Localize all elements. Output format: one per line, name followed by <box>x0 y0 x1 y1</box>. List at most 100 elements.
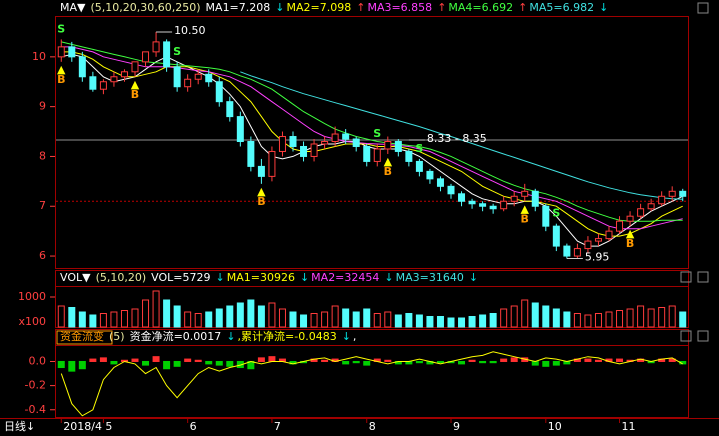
ma-line <box>61 51 683 237</box>
bar <box>57 305 65 328</box>
bar <box>342 360 350 365</box>
signal-arrow: ▲ <box>57 63 66 76</box>
bar <box>679 311 687 328</box>
bar <box>194 359 202 362</box>
bar <box>268 356 276 362</box>
y-tick-label: 8 <box>39 149 46 162</box>
period-button[interactable]: 日线↓ <box>4 419 35 433</box>
candle-body <box>458 193 466 202</box>
candle-body <box>363 145 371 162</box>
candle-body <box>668 190 676 197</box>
bar <box>552 360 560 366</box>
bar <box>257 357 265 362</box>
bar <box>552 308 560 328</box>
y-tick-label: 7 <box>39 199 46 212</box>
candle-body <box>373 148 381 162</box>
candle-body <box>384 141 392 150</box>
candle-body <box>131 61 139 73</box>
x-tick-label: 6 <box>190 420 197 433</box>
price-frame <box>55 16 689 269</box>
buy-signal: B <box>257 195 265 208</box>
header-item: (5,10,20,30,60,250) <box>90 1 200 14</box>
candle-body <box>110 76 118 83</box>
bar <box>436 360 444 364</box>
bar <box>226 305 234 328</box>
header-item: MA5=6.982 <box>529 1 594 14</box>
x-tick-label: 10 <box>548 420 562 433</box>
bar <box>447 317 455 328</box>
candle-body <box>247 141 255 167</box>
candle-body <box>57 46 65 58</box>
signal-arrow: ▲ <box>384 155 393 168</box>
bar <box>173 360 181 367</box>
bar <box>542 305 550 328</box>
candle-body <box>152 41 160 53</box>
bar <box>531 302 539 328</box>
panel-buttons[interactable] <box>680 2 709 342</box>
candle-body <box>552 225 560 247</box>
bar <box>584 358 592 362</box>
bar <box>468 359 476 362</box>
y-tick-label: 10 <box>32 50 46 63</box>
bar <box>573 313 581 328</box>
bar <box>78 311 86 328</box>
bar <box>658 307 666 328</box>
header-item: (5) <box>109 330 125 343</box>
header-item: ↓ <box>384 271 393 284</box>
candle-body <box>542 205 550 227</box>
bar <box>321 311 329 328</box>
bar <box>668 358 676 362</box>
bar <box>584 314 592 328</box>
bar <box>426 316 434 328</box>
bar <box>500 358 508 362</box>
candle-body <box>415 160 423 172</box>
candle-body <box>194 73 202 80</box>
candle-body <box>489 205 497 210</box>
bar <box>415 314 423 328</box>
header-item: ↑ <box>437 1 446 14</box>
indicator-box[interactable] <box>56 330 113 345</box>
candle-body <box>626 215 634 222</box>
bar <box>89 358 97 362</box>
candle-body <box>236 116 244 143</box>
bar <box>163 299 171 328</box>
candle-body <box>352 138 360 147</box>
bar <box>152 356 160 362</box>
bar <box>152 290 160 328</box>
bar <box>342 308 350 328</box>
buy-signal: B <box>384 165 392 178</box>
bar <box>205 311 213 328</box>
bar <box>321 359 329 362</box>
candle-body <box>436 178 444 187</box>
signal-arrow: ▲ <box>131 78 140 91</box>
bar <box>89 314 97 328</box>
bar <box>99 357 107 362</box>
signal-arrow: ▲ <box>257 185 266 198</box>
candle-body <box>510 195 518 202</box>
sell-signal: S <box>173 45 181 58</box>
candle-body <box>300 145 308 157</box>
bar <box>163 360 171 370</box>
candle-body <box>278 136 286 152</box>
annotation: 5.95 <box>585 251 610 264</box>
bar <box>247 299 255 328</box>
candle-body <box>321 141 329 145</box>
y-tick-label: 1000 <box>18 290 46 303</box>
sell-signal: S <box>552 207 560 220</box>
bar <box>184 358 192 362</box>
candle-body <box>573 248 581 257</box>
candle-body <box>289 136 297 147</box>
bar <box>110 360 118 365</box>
candle-body <box>500 200 508 210</box>
candle-body <box>68 46 76 58</box>
bar <box>110 311 118 328</box>
x-tick-label: 7 <box>274 420 281 433</box>
annotation: 8.33 - 8.35 <box>427 132 487 145</box>
y-tick-label: 6 <box>39 249 46 262</box>
candle-body <box>605 230 613 240</box>
signal-arrow: ▲ <box>520 202 529 215</box>
bar <box>278 308 286 328</box>
bar <box>68 307 76 328</box>
bar <box>142 360 150 366</box>
